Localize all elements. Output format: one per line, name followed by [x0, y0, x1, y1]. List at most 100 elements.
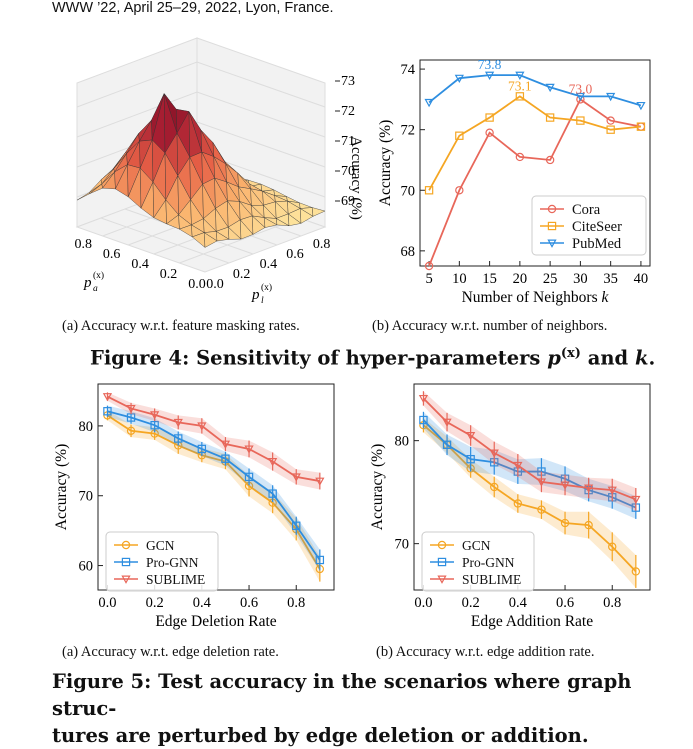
data-point	[455, 186, 464, 195]
x-axis-label: Edge Addition Rate	[471, 613, 593, 630]
y-tick-label: 70	[79, 489, 94, 505]
data-point	[636, 122, 646, 131]
data-point	[291, 473, 301, 482]
data-label: 73.1	[508, 78, 532, 93]
x-tick-label: 0.8	[287, 595, 305, 611]
y-axis-label: Accuracy (%)	[377, 120, 394, 206]
pa-tick-label: 0.2	[160, 267, 178, 282]
legend-label: Pro-GNN	[462, 555, 515, 570]
x-tick-label: 0.4	[509, 595, 528, 611]
x-tick-label: 0.2	[146, 595, 164, 611]
data-point	[608, 542, 617, 551]
x-tick-label: 0.0	[414, 595, 432, 611]
data-point	[174, 434, 183, 443]
series-sublime	[102, 392, 325, 490]
z-tick-label: 73	[341, 74, 355, 89]
data-point	[455, 131, 464, 140]
legend-label: SUBLIME	[146, 572, 205, 587]
surface-facet	[203, 232, 218, 248]
x-tick-label: 10	[452, 271, 467, 287]
legend-marker	[121, 557, 131, 567]
data-point	[102, 393, 113, 402]
pa-tick-label: 0.4	[131, 257, 149, 272]
series-line	[428, 98, 642, 267]
data-point	[515, 92, 525, 101]
pl-tick-label: 0.2	[233, 267, 251, 282]
data-point	[545, 83, 555, 93]
data-point	[220, 440, 231, 449]
data-point	[418, 394, 429, 404]
x-axis-label: Number of Neighbors k	[462, 289, 610, 306]
pa-tick-label: 0.6	[103, 247, 121, 262]
legend-marker	[437, 557, 447, 567]
y-tick-label: 70	[395, 537, 410, 553]
deletion-line-chart: 60 70 80 0.0 0.2 0.4 0.6 0.8 Edge Deletion Rate A…	[53, 383, 335, 630]
data-point	[545, 113, 555, 122]
x-tick-label: 5	[425, 271, 432, 287]
x-tick-label: 0.6	[556, 595, 574, 611]
data-label: 73.8	[478, 57, 502, 72]
data-point	[584, 520, 593, 530]
error-band	[423, 411, 636, 519]
x-axis-label: Edge Deletion Rate	[155, 613, 276, 630]
pane-gridline	[76, 121, 326, 168]
legend-label: PubMed	[572, 236, 622, 252]
surface-mesh	[76, 92, 326, 248]
data-point	[536, 478, 547, 487]
floor-gridline	[100, 217, 230, 264]
running-header: WWW ’22, April 25–29, 2022, Lyon, France…	[52, 0, 334, 16]
data-point	[454, 74, 464, 84]
legend-label: Pro-GNN	[146, 555, 199, 570]
fig5-caption-line2: tures are perturbed by edge deletion or …	[52, 724, 589, 747]
fig5-caption: Figure 5: Test accuracy in the scenarios…	[52, 668, 692, 749]
data-point	[560, 518, 570, 528]
legend-box	[105, 531, 219, 592]
surface-facet	[275, 218, 290, 226]
error-band	[423, 391, 636, 511]
data-point	[221, 454, 230, 463]
surface-facet	[311, 207, 326, 217]
legend-marker	[547, 221, 557, 231]
data-point	[150, 411, 160, 420]
data-point	[485, 128, 494, 137]
surface-plot-3d: 73 72 71 70 69 0.8 0.6 0.4 0.2 0.0 0.8 0.6 0.4 0.2 0.0…	[74, 37, 364, 306]
data-point	[576, 116, 585, 125]
data-point	[315, 555, 325, 565]
data-point	[490, 482, 499, 492]
x-axis-label-k: k	[598, 289, 610, 306]
pa-axis-sup: (x)	[93, 270, 104, 281]
series-line	[422, 424, 637, 573]
z-tick-label: 70	[341, 164, 355, 179]
zaxis-label: Accuracy (%)	[348, 136, 364, 220]
data-label: 73.0	[569, 81, 593, 96]
data-point	[419, 415, 428, 425]
series-pubmed	[424, 71, 646, 111]
y-tick-label: 80	[79, 419, 94, 435]
addition-line-chart: 70 80 0.0 0.2 0.4 0.6 0.8 Edge Addition Rate Acc…	[369, 383, 651, 630]
surface-facet	[299, 208, 314, 224]
data-point	[442, 440, 452, 449]
z-tick-label: 72	[341, 104, 355, 119]
x-tick-label: 25	[543, 271, 558, 287]
pl-tick-label: 0.6	[286, 247, 304, 262]
y-tick-label: 72	[401, 123, 416, 139]
series-line	[422, 419, 637, 509]
x-tick-label: 0.4	[193, 595, 212, 611]
data-point	[485, 113, 494, 122]
data-point	[268, 489, 277, 498]
legend-label: CiteSeer	[572, 219, 622, 235]
data-point	[442, 418, 452, 427]
data-point	[545, 155, 555, 165]
data-point	[424, 98, 434, 108]
x-tick-label: 0.6	[240, 595, 258, 611]
error-band	[107, 405, 320, 571]
legend-marker	[437, 575, 447, 584]
data-point	[537, 505, 546, 514]
data-point	[466, 432, 476, 441]
legend-label: GCN	[146, 538, 175, 553]
series-citeseer	[424, 92, 646, 195]
pl-axis-sup: (x)	[261, 282, 272, 293]
surface-facet	[251, 215, 266, 235]
data-point	[424, 186, 434, 195]
data-point	[315, 477, 325, 486]
